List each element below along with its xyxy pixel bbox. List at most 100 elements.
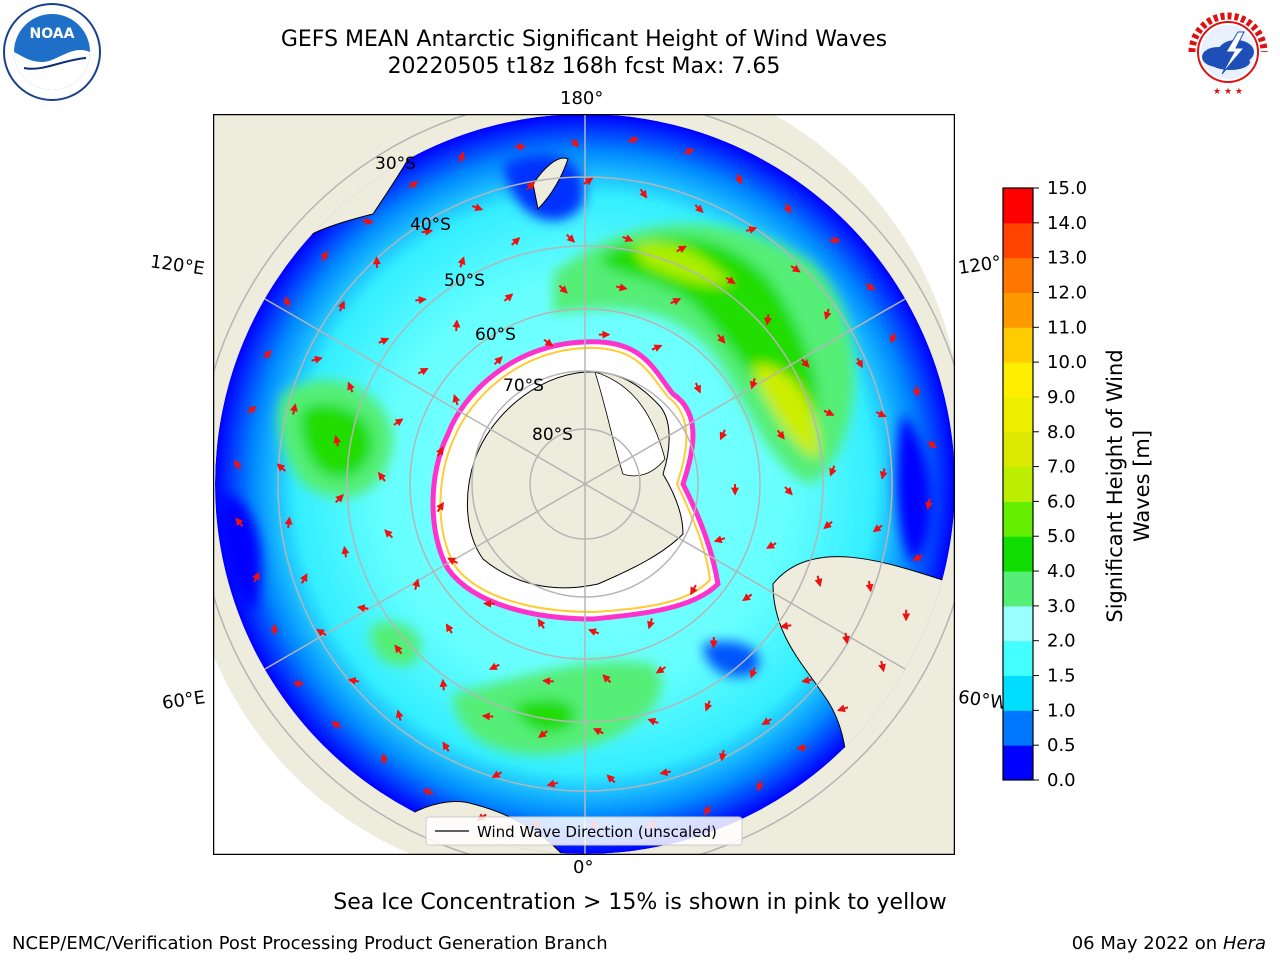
colorbar-tick-label: 0.5 — [1047, 735, 1076, 756]
wind-wave-arrow — [436, 501, 444, 513]
wind-wave-arrow — [558, 284, 568, 294]
wind-wave-arrow — [300, 573, 308, 584]
colorbar-band — [1003, 745, 1033, 781]
wind-wave-arrow — [606, 774, 616, 784]
wind-wave-arrow — [783, 203, 791, 215]
wind-wave-arrow — [690, 584, 698, 596]
wind-wave-arrow — [292, 679, 305, 688]
wind-wave-arrow — [742, 593, 753, 602]
wind-wave-arrow — [823, 308, 832, 321]
colorbar-bands — [1003, 188, 1033, 781]
wind-wave-arrow — [583, 177, 594, 186]
wind-wave-arrow — [776, 429, 785, 440]
wind-wave-arrow — [457, 151, 465, 163]
wind-wave-arrow — [503, 293, 514, 302]
wind-wave-arrow — [511, 237, 521, 246]
colorbar-tick-label: 2.0 — [1047, 631, 1076, 652]
wind-wave-arrow — [341, 545, 350, 558]
colorbar-band — [1003, 710, 1033, 746]
colorbar-tick-label: 10.0 — [1047, 352, 1087, 373]
wind-wave-arrow — [889, 332, 898, 344]
colorbar-tick-label: 11.0 — [1047, 317, 1087, 338]
wind-wave-arrow — [647, 717, 659, 726]
wind-wave-arrow — [829, 465, 837, 477]
wind-wave-arrow — [872, 524, 883, 533]
wind-wave-arrow — [422, 788, 434, 797]
wind-wave-arrow — [779, 621, 792, 630]
wind-wave-arrow — [408, 181, 419, 189]
wind-wave-arrow — [380, 752, 389, 765]
colorbar-band — [1003, 605, 1033, 642]
wind-wave-arrow — [452, 319, 461, 332]
lat-label-50s: 50°S — [444, 271, 485, 291]
colorbar-tick-label: 7.0 — [1047, 457, 1076, 478]
wind-wave-arrow — [912, 385, 921, 398]
wind-wave-arrow — [334, 494, 344, 504]
wind-wave-arrow — [756, 780, 764, 792]
wind-wave-arrow — [538, 730, 548, 739]
colorbar-tick-label: 12.0 — [1047, 282, 1087, 303]
colorbar-band — [1003, 257, 1033, 293]
wind-wave-arrow — [766, 541, 777, 549]
wind-wave-arrow — [439, 678, 448, 691]
wind-wave-arrow — [537, 618, 546, 629]
wind-wave-arrow — [347, 676, 360, 685]
lon-label-0: 0° — [573, 857, 594, 878]
map-frame — [213, 114, 955, 855]
colorbar-band — [1003, 675, 1033, 711]
map-legend: Wind Wave Direction (unscaled) — [425, 816, 743, 846]
wind-wave-arrow — [435, 446, 444, 457]
wind-wave-arrow — [331, 720, 342, 729]
colorbar-band — [1003, 396, 1033, 433]
colorbar-label-line1: Significant Height of Wind — [1103, 349, 1127, 622]
wind-wave-arrow — [566, 233, 576, 243]
colorbar-band — [1003, 188, 1033, 224]
wind-wave-arrow — [842, 632, 850, 645]
wind-wave-arrow — [421, 227, 434, 236]
wind-wave-arrow — [670, 298, 682, 306]
wind-wave-arrow — [488, 662, 500, 670]
credit-text: NCEP/EMC/Verification Post Processing Pr… — [12, 933, 608, 954]
colorbar-tick-label: 9.0 — [1047, 387, 1076, 408]
noaa-text: NOAA — [30, 26, 75, 42]
wind-wave-arrow — [320, 250, 328, 262]
wind-wave-arrow — [235, 517, 244, 527]
colorbar-band — [1003, 222, 1033, 259]
wind-wave-arrow — [283, 295, 292, 308]
colorbar-tick-label: 15.0 — [1047, 180, 1087, 199]
colorbar-band — [1003, 501, 1033, 537]
wind-wave-arrow — [417, 367, 429, 376]
lat-label-70s: 70°S — [503, 376, 544, 396]
wind-wave-arrow — [627, 136, 640, 145]
wind-wave-arrow — [457, 256, 466, 268]
wind-wave-arrow — [602, 674, 612, 684]
wind-wave-arrow — [592, 728, 604, 736]
machine-name: Hera — [1222, 933, 1266, 954]
wind-wave-arrow — [234, 459, 242, 470]
wind-wave-arrow — [493, 356, 503, 366]
wind-wave-arrow — [377, 471, 386, 482]
wind-wave-arrow — [655, 665, 667, 674]
wind-wave-arrow — [836, 704, 849, 713]
lat-label-40s: 40°S — [410, 215, 451, 235]
colorbar-band — [1003, 292, 1033, 328]
colorbar-tick-label: 0.0 — [1047, 770, 1076, 791]
lat-label-30s: 30°S — [375, 154, 416, 174]
wind-wave-arrow — [395, 709, 404, 721]
colorbar: 0.0 0.5 1.0 1.5 2.0 3.0 4.0 5.0 6.0 7.0 8.0 9.0 10.0… — [1002, 180, 1154, 791]
wind-wave-arrow — [790, 264, 801, 273]
colorbar-band — [1003, 571, 1033, 607]
wind-wave-arrow — [683, 148, 695, 156]
wind-wave-arrow — [546, 779, 559, 788]
wind-wave-arrow — [855, 357, 863, 369]
wind-wave-arrow — [718, 749, 727, 762]
wind-wave-arrow — [814, 575, 823, 587]
wind-wave-arrow — [270, 623, 279, 636]
wind-wave-arrow — [879, 468, 888, 480]
wind-wave-arrow — [412, 578, 420, 590]
wind-wave-arrow — [252, 571, 260, 583]
legend-label: Wind Wave Direction (unscaled) — [477, 823, 717, 841]
wind-wave-arrow — [491, 770, 503, 778]
wind-wave-arrow — [801, 676, 813, 685]
colorbar-band — [1003, 431, 1033, 468]
